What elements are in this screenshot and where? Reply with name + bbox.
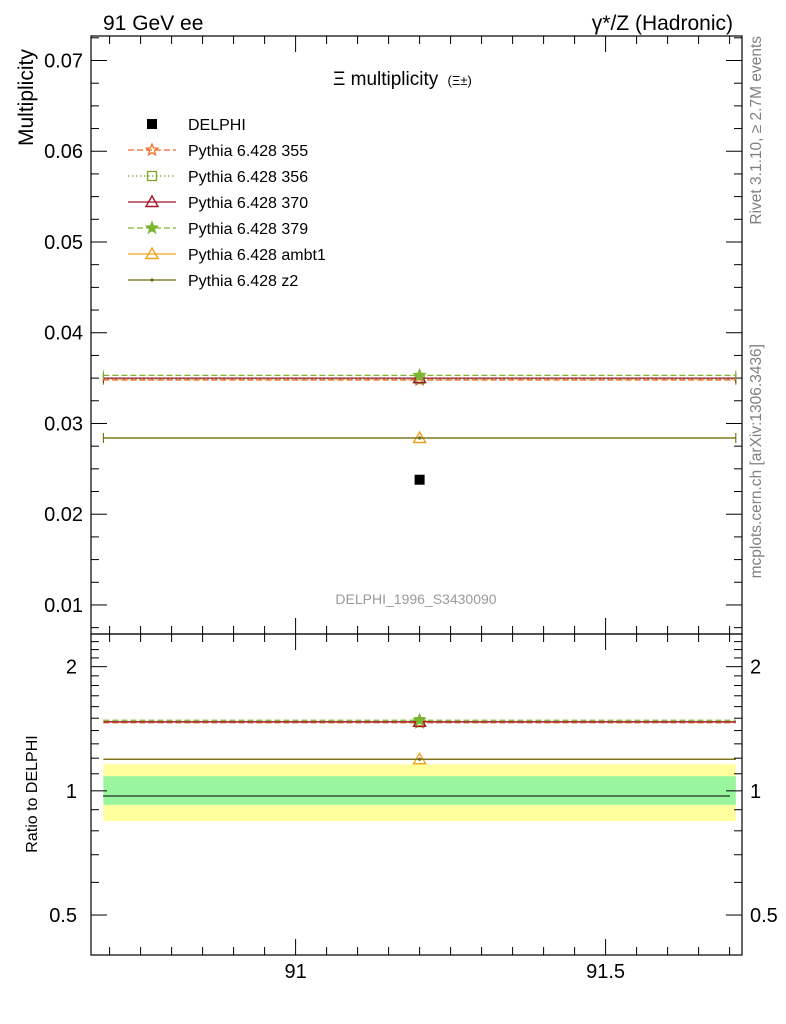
main-panel: 0.01 0.02 0.03 0.04 0.05 0.06 0.07 Ξ multiplic… <box>15 35 743 635</box>
series-point <box>412 367 427 382</box>
legend-label: Pythia 6.428 370 <box>188 195 308 212</box>
plot-title-main: Ξ multiplicity <box>333 69 439 90</box>
header-right: γ*/Z (Hadronic) <box>592 12 733 35</box>
main-y-tick-label: 0.02 <box>44 504 83 526</box>
legend-marker <box>146 170 158 182</box>
ratio-series-point <box>412 751 427 765</box>
rivet-version-label: Rivet 3.1.10, ≥ 2.7M events <box>748 36 765 225</box>
legend-label: Pythia 6.428 356 <box>188 169 308 186</box>
header-left: 91 GeV ee <box>103 12 203 35</box>
ratio-series-point <box>412 712 427 727</box>
main-y-axis-label: Multiplicity <box>15 49 38 146</box>
ratio-bands <box>103 764 736 822</box>
main-series <box>102 367 737 485</box>
legend-marker <box>144 194 160 208</box>
plot-title: Ξ multiplicity (Ξ±) <box>333 69 472 90</box>
ratio-panel: 0.5 0.5 1 1 2 2 91 91.5 Ratio to DELPHI <box>24 36 778 983</box>
legend-label: Pythia 6.428 ambt1 <box>188 247 326 264</box>
analysis-watermark: DELPHI_1996_S3430090 <box>335 591 496 607</box>
legend: DELPHI Pythia 6.428 355 Pythia 6.428 356 Py… <box>128 117 326 290</box>
series-point <box>418 436 422 440</box>
uncertainty-band-inner <box>103 776 736 805</box>
plot-title-sub: (Ξ±) <box>448 73 472 88</box>
source-label: mcplots.cern.ch [arXiv:1306.3436] <box>748 344 765 578</box>
ratio-frame <box>90 633 743 956</box>
legend-marker <box>144 246 160 260</box>
legend-marker <box>150 278 154 282</box>
ratio-y-tick-label-right: 2 <box>750 657 761 679</box>
ratio-y-tick-label-right: 0.5 <box>750 905 778 927</box>
ratio-y-tick-label: 2 <box>66 657 77 679</box>
delphi-data-point <box>414 474 425 485</box>
main-y-tick-label: 0.07 <box>44 51 83 73</box>
main-y-tick-label: 0.06 <box>44 141 83 163</box>
legend-marker <box>144 142 160 157</box>
legend-label: Pythia 6.428 355 <box>188 143 308 160</box>
main-y-tick-label: 0.03 <box>44 413 83 435</box>
main-y-tick-label: 0.04 <box>44 323 83 345</box>
legend-label: DELPHI <box>188 117 246 134</box>
legend-marker <box>144 220 160 235</box>
x-tick-label: 91 <box>284 961 306 983</box>
ratio-series <box>103 712 736 765</box>
main-y-tick-label: 0.05 <box>44 232 83 254</box>
legend-label: Pythia 6.428 z2 <box>188 273 298 290</box>
main-y-ticks: 0.01 0.02 0.03 0.04 0.05 0.06 0.07 <box>44 37 742 629</box>
legend-label: Pythia 6.428 379 <box>188 221 308 238</box>
x-ticks: 91 91.5 <box>109 36 731 983</box>
x-tick-label: 91.5 <box>586 961 625 983</box>
ratio-series-point <box>418 757 422 761</box>
ratio-y-tick-label: 1 <box>66 781 77 803</box>
legend-marker <box>147 119 157 129</box>
ratio-y-ticks: 0.5 0.5 1 1 2 2 <box>49 641 778 956</box>
ratio-y-tick-label-right: 1 <box>750 781 761 803</box>
main-y-tick-label: 0.01 <box>44 595 83 617</box>
ratio-y-axis-label: Ratio to DELPHI <box>24 735 41 852</box>
ratio-y-tick-label: 0.5 <box>49 905 77 927</box>
series-point <box>412 430 427 444</box>
